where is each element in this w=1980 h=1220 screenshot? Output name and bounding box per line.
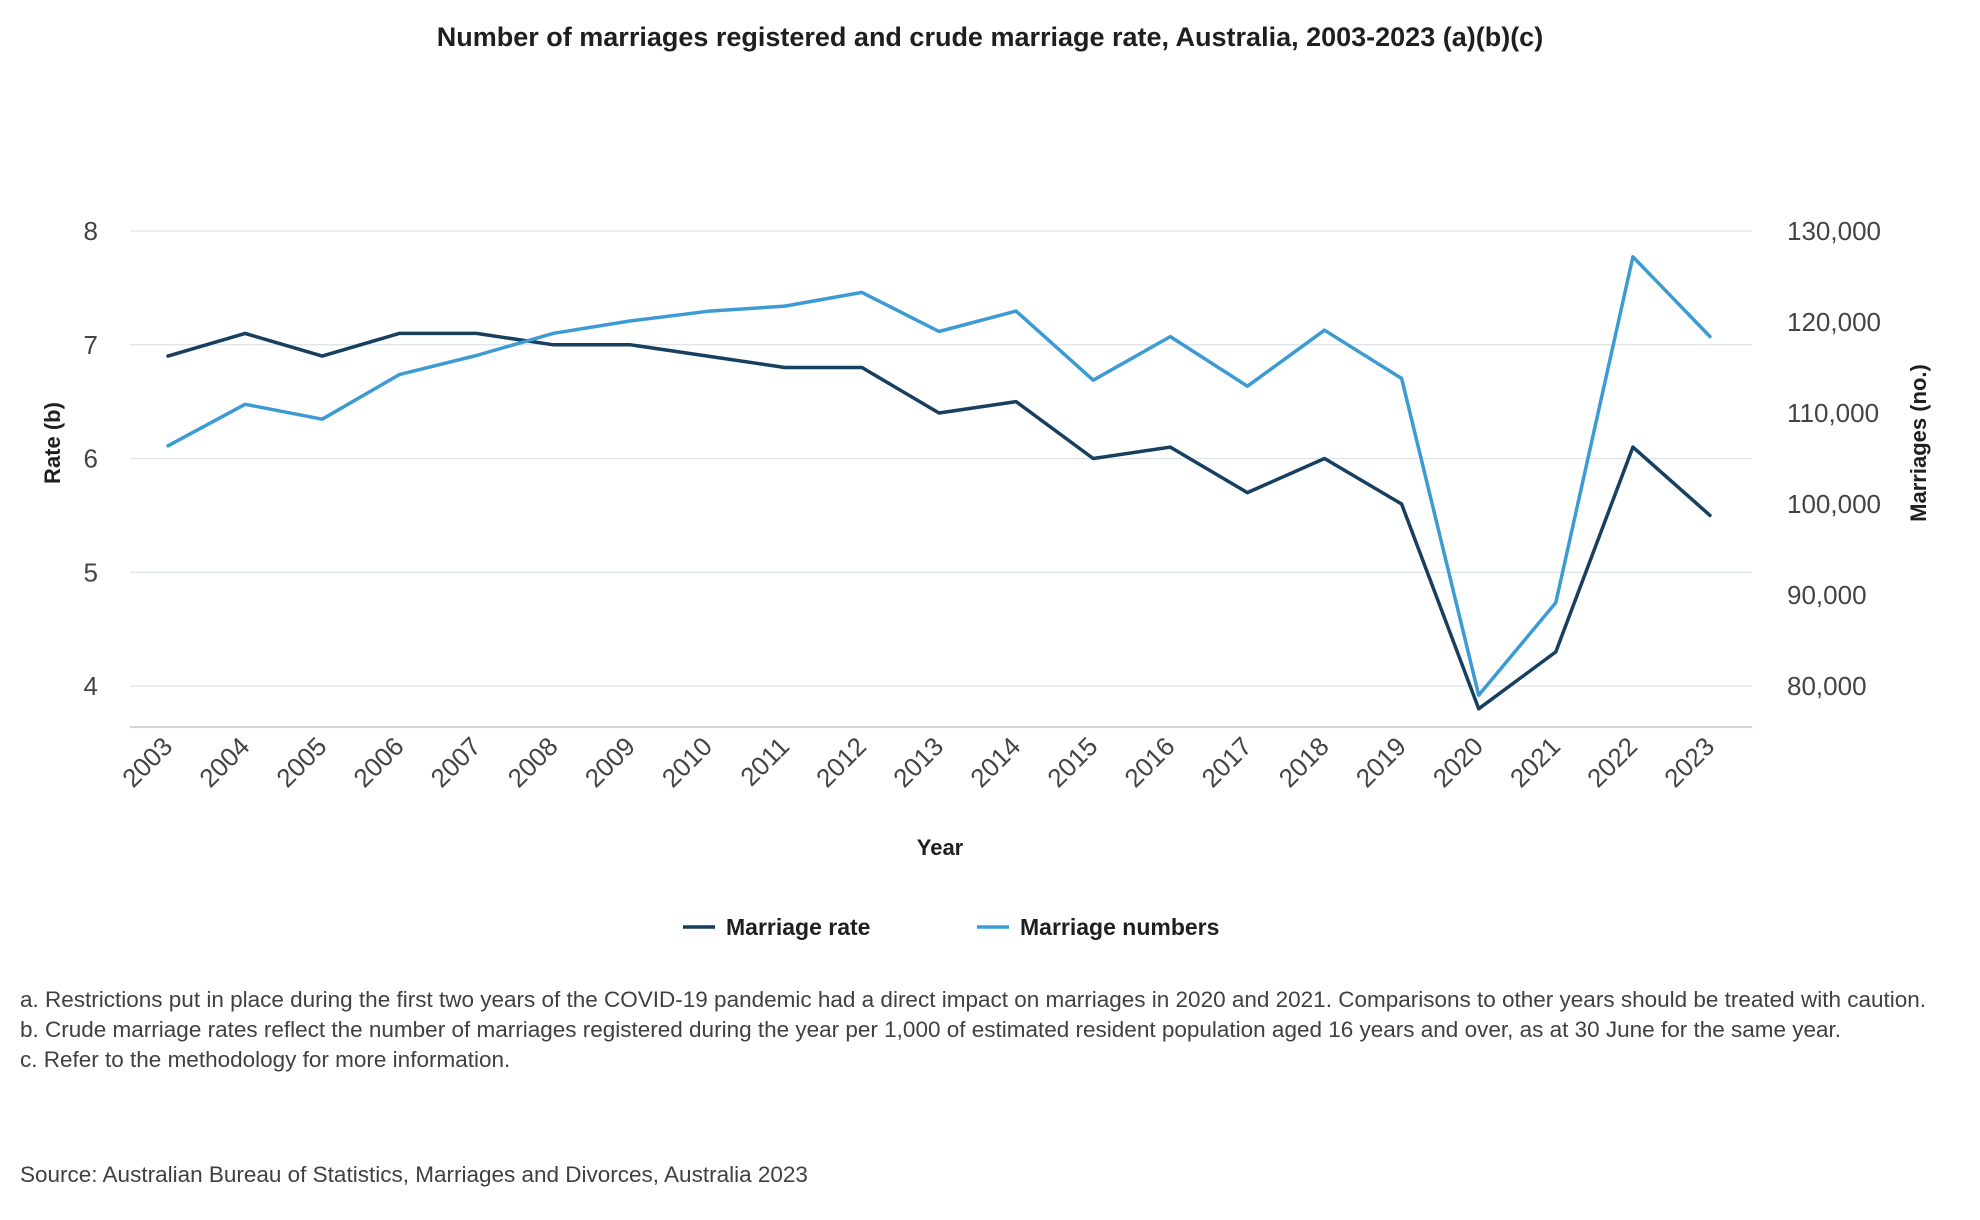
y-left-tick-label: 5 xyxy=(84,557,98,587)
x-tick-label: 2007 xyxy=(425,731,487,793)
x-tick-label: 2010 xyxy=(656,731,718,793)
x-tick-label: 2014 xyxy=(964,731,1026,793)
x-tick-label: 2017 xyxy=(1196,731,1258,793)
right-y-axis: 80,000 90,000 100,000 110,000 120,000 130,000 xyxy=(1787,216,1881,701)
series-line-marriage-numbers xyxy=(166,255,1712,697)
x-tick-label: 2006 xyxy=(347,731,409,793)
x-tick-label: 2005 xyxy=(270,731,332,793)
y-left-tick-label: 8 xyxy=(84,216,98,246)
y-right-tick-label: 100,000 xyxy=(1787,489,1881,519)
y-left-tick-label: 6 xyxy=(84,444,98,474)
footnote-a: a. Restrictions put in place during the … xyxy=(20,987,1927,1012)
x-tick-label: 2004 xyxy=(193,731,255,793)
x-tick-label: 2016 xyxy=(1118,731,1180,793)
x-tick-label: 2021 xyxy=(1504,731,1566,793)
x-tick-label: 2009 xyxy=(579,731,641,793)
x-tick-label: 2012 xyxy=(810,731,872,793)
series-line-marriage-rate xyxy=(166,331,1712,711)
y-left-tick-label: 7 xyxy=(84,330,98,360)
x-axis-title: Year xyxy=(917,835,964,860)
legend: Marriage rate Marriage numbers xyxy=(683,914,1219,940)
y-axis-right-title: Marriages (no.) xyxy=(1906,364,1931,522)
footnote-b: b. Crude marriage rates reflect the numb… xyxy=(20,1017,1842,1042)
y-right-tick-label: 120,000 xyxy=(1787,307,1881,337)
source-note: Source: Australian Bureau of Statistics,… xyxy=(20,1162,808,1187)
y-right-tick-label: 110,000 xyxy=(1787,398,1879,428)
chart-title: Number of marriages registered and crude… xyxy=(436,22,1544,52)
y-right-tick-label: 80,000 xyxy=(1787,671,1867,701)
y-right-tick-label: 130,000 xyxy=(1787,216,1881,246)
y-axis-left-title: Rate (b) xyxy=(40,402,65,484)
left-y-axis: 4 5 6 7 8 xyxy=(84,216,98,701)
x-axis: 2003 2004 2005 2006 2007 2008 2009 2010 2011 2012… xyxy=(116,726,1752,793)
x-tick-label: 2023 xyxy=(1658,731,1720,793)
x-tick-label: 2011 xyxy=(734,731,795,792)
footnotes: a. Restrictions put in place during the … xyxy=(20,985,1965,1075)
x-tick-label: 2019 xyxy=(1350,731,1412,793)
gridlines xyxy=(130,230,1752,687)
legend-label-marriage-rate: Marriage rate xyxy=(726,914,870,940)
y-left-tick-label: 4 xyxy=(84,671,98,701)
x-tick-label: 2013 xyxy=(887,731,949,793)
series-lines xyxy=(166,255,1712,711)
footnote-c: c. Refer to the methodology for more inf… xyxy=(20,1047,511,1072)
x-tick-label: 2015 xyxy=(1041,731,1103,793)
legend-label-marriage-numbers: Marriage numbers xyxy=(1020,914,1219,940)
x-tick-label: 2022 xyxy=(1581,731,1643,793)
x-tick-label: 2020 xyxy=(1427,731,1489,793)
x-tick-label: 2008 xyxy=(502,731,564,793)
x-tick-label: 2018 xyxy=(1273,731,1335,793)
y-right-tick-label: 90,000 xyxy=(1787,580,1867,610)
x-tick-label: 2003 xyxy=(116,731,178,793)
